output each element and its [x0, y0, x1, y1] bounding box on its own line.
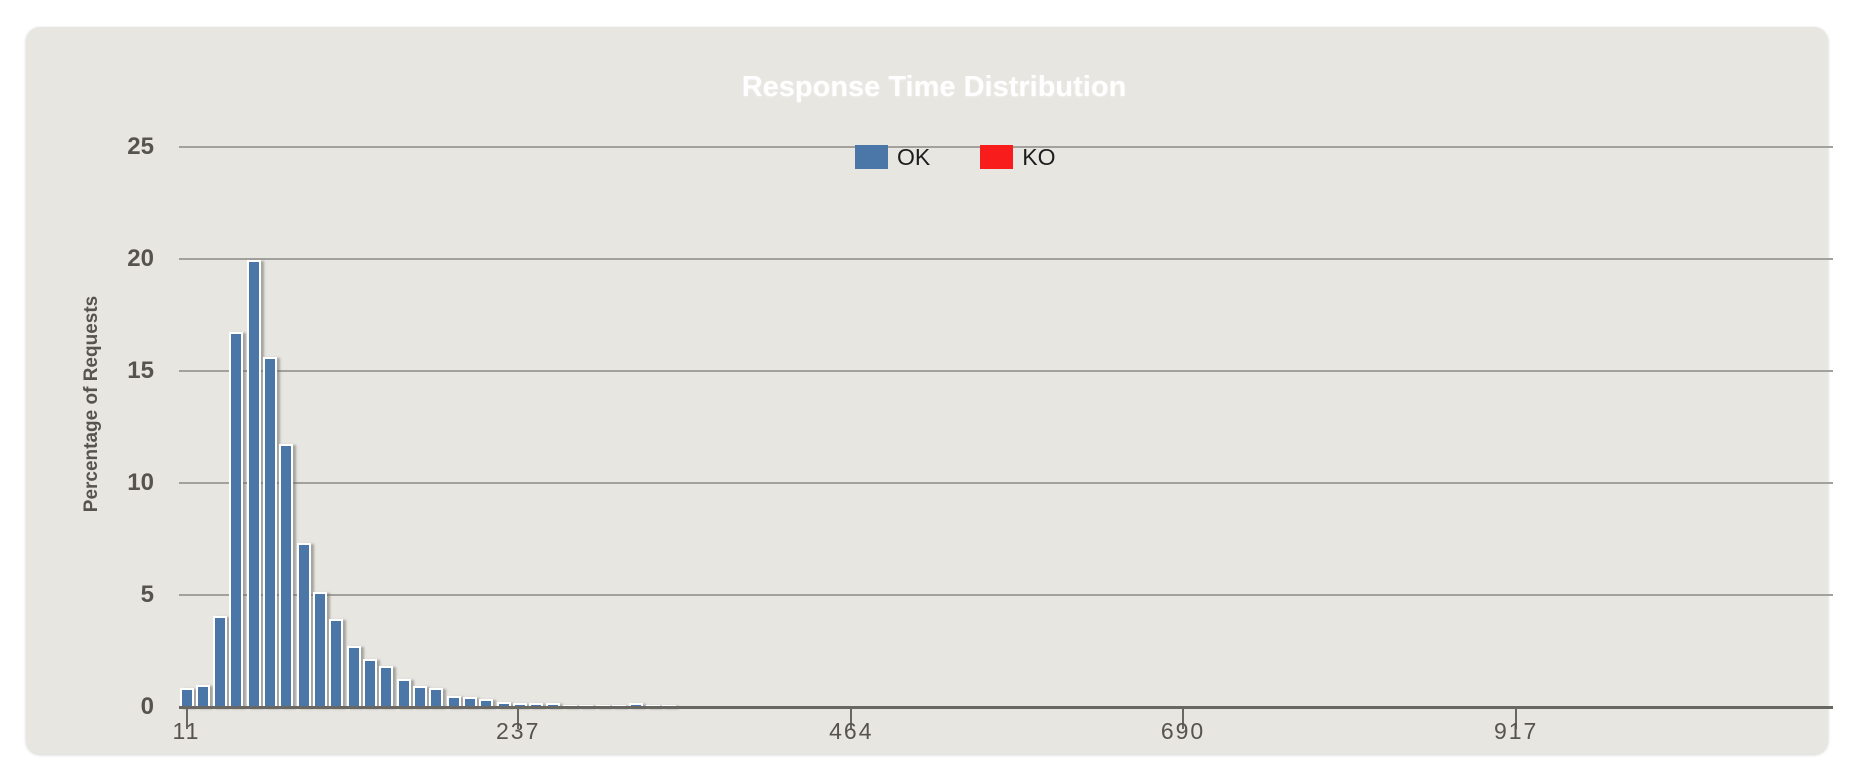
- chart-panel: Response Time Distribution Percentage of…: [26, 27, 1833, 754]
- bar-ok-t11: [179, 687, 194, 708]
- gridline-y-10: [179, 481, 1833, 484]
- y-tick-label-0: 0: [140, 692, 154, 720]
- x-tick-237: [517, 708, 520, 729]
- bar-ok-t45: [229, 331, 244, 708]
- bar-ok-t125: [346, 645, 361, 708]
- bar-ok-t193: [446, 695, 461, 708]
- chart-legend: OK KO: [855, 141, 1055, 173]
- bar-ok-t102: [313, 591, 328, 708]
- bar-ok-t113: [329, 618, 344, 708]
- y-tick-label-25: 25: [127, 132, 154, 160]
- bar-ok-t34: [213, 615, 228, 708]
- x-tick-690: [1182, 708, 1184, 729]
- legend-swatch-ko-icon: [980, 145, 1014, 169]
- bar-ok-t79: [279, 443, 294, 708]
- bar-ok-t91: [296, 542, 311, 708]
- bar-ok-t215: [478, 698, 493, 708]
- legend-item-ok[interactable]: OK: [855, 144, 930, 171]
- bar-ok-t249: [528, 702, 543, 708]
- x-tick-label-464: 464: [829, 718, 874, 744]
- bar-ok-t204: [462, 696, 477, 708]
- x-axis-line: [179, 706, 1833, 709]
- bar-ok-t68: [263, 356, 278, 708]
- y-tick-label-20: 20: [127, 244, 154, 272]
- x-tick-label-237: 237: [495, 718, 541, 744]
- bar-ok-t170: [412, 685, 427, 708]
- x-tick-464: [850, 708, 853, 729]
- gridline-y-5: [179, 593, 1833, 596]
- legend-item-ko[interactable]: KO: [980, 144, 1055, 171]
- legend-label-ko: KO: [1022, 143, 1056, 170]
- bar-ok-t181: [428, 687, 443, 708]
- gridline-y-20: [179, 257, 1833, 260]
- y-tick-label-5: 5: [140, 580, 154, 608]
- bar-ok-t317: [628, 702, 643, 708]
- y-tick-label-15: 15: [127, 356, 154, 384]
- bar-ok-t261: [546, 702, 561, 708]
- bar-ok-t238: [512, 702, 527, 708]
- gridline-y-15: [179, 369, 1833, 372]
- bar-ok-t136: [362, 658, 377, 708]
- bar-ok-t57: [247, 259, 261, 708]
- bar-ok-t22: [195, 684, 210, 708]
- bar-ok-t147: [379, 665, 394, 708]
- chart-title: Response Time Distribution: [741, 71, 1127, 103]
- legend-swatch-ok-icon: [855, 145, 888, 169]
- legend-label-ok: OK: [897, 143, 931, 170]
- x-tick-11: [185, 708, 188, 729]
- bar-ok-t227: [496, 701, 511, 708]
- bar-ok-t159: [396, 678, 411, 708]
- x-tick-917: [1515, 708, 1518, 729]
- x-tick-label-917: 917: [1493, 718, 1539, 744]
- x-tick-label-11: 11: [172, 718, 201, 744]
- y-tick-label-10: 10: [127, 468, 154, 496]
- x-tick-label-690: 690: [1160, 718, 1206, 744]
